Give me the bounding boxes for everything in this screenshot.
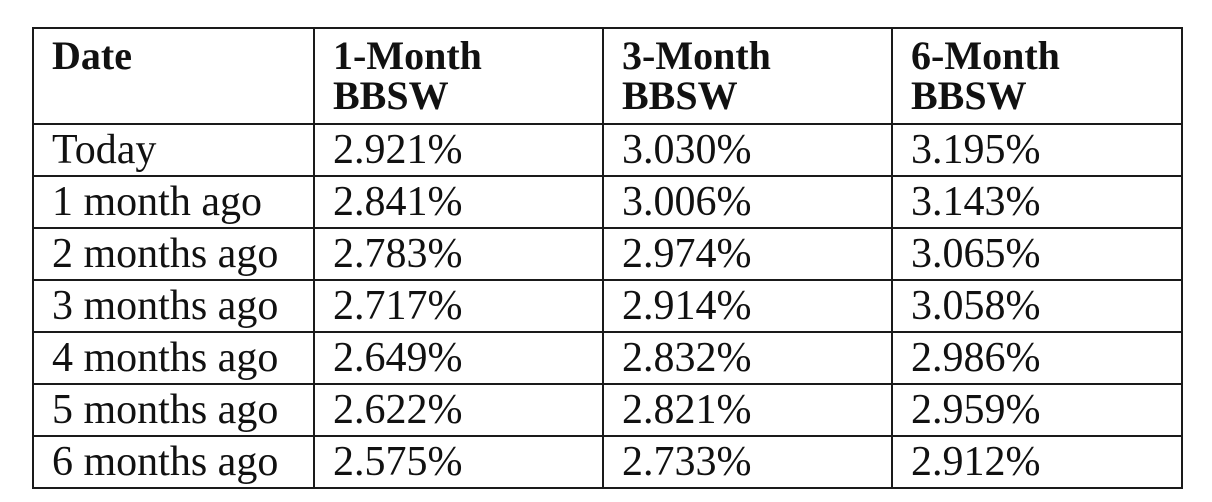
- header-1-month-bbsw: 1-Month BBSW: [313, 27, 604, 125]
- header-3-month-bbsw: 3-Month BBSW: [602, 27, 893, 125]
- rate-6-month-cell: 3.143%: [891, 175, 1183, 229]
- header-1-month-line1: 1-Month: [333, 33, 482, 78]
- rate-3-month-cell: 2.914%: [602, 279, 893, 333]
- date-cell: Today: [32, 123, 315, 177]
- header-row: Date 1-Month BBSW 3-Month BBSW 6-Month B…: [32, 27, 1183, 125]
- table-row: 2 months ago 2.783% 2.974% 3.065%: [32, 227, 1183, 281]
- rate-6-month-cell: 2.959%: [891, 383, 1183, 437]
- header-date: Date: [32, 27, 315, 125]
- table-row: 5 months ago 2.622% 2.821% 2.959%: [32, 383, 1183, 437]
- rate-1-month-cell: 2.717%: [313, 279, 604, 333]
- date-cell: 2 months ago: [32, 227, 315, 281]
- date-cell: 6 months ago: [32, 435, 315, 489]
- header-6-month-line2: BBSW: [911, 73, 1027, 118]
- date-cell: 1 month ago: [32, 175, 315, 229]
- rate-1-month-cell: 2.921%: [313, 123, 604, 177]
- rate-3-month-cell: 2.974%: [602, 227, 893, 281]
- rate-1-month-cell: 2.841%: [313, 175, 604, 229]
- rate-3-month-cell: 3.006%: [602, 175, 893, 229]
- header-1-month-line2: BBSW: [333, 73, 449, 118]
- rate-6-month-cell: 2.912%: [891, 435, 1183, 489]
- table-row: 3 months ago 2.717% 2.914% 3.058%: [32, 279, 1183, 333]
- rate-3-month-cell: 2.821%: [602, 383, 893, 437]
- header-6-month-line1: 6-Month: [911, 33, 1060, 78]
- date-cell: 3 months ago: [32, 279, 315, 333]
- rate-6-month-cell: 3.065%: [891, 227, 1183, 281]
- table-row: 4 months ago 2.649% 2.832% 2.986%: [32, 331, 1183, 385]
- header-3-month-line1: 3-Month: [622, 33, 771, 78]
- table-row: Today 2.921% 3.030% 3.195%: [32, 123, 1183, 177]
- rate-6-month-cell: 3.058%: [891, 279, 1183, 333]
- rate-3-month-cell: 2.733%: [602, 435, 893, 489]
- rate-1-month-cell: 2.622%: [313, 383, 604, 437]
- table-row: 6 months ago 2.575% 2.733% 2.912%: [32, 435, 1183, 489]
- header-3-month-line2: BBSW: [622, 73, 738, 118]
- rate-3-month-cell: 3.030%: [602, 123, 893, 177]
- rate-6-month-cell: 2.986%: [891, 331, 1183, 385]
- table-row: 1 month ago 2.841% 3.006% 3.143%: [32, 175, 1183, 229]
- rate-3-month-cell: 2.832%: [602, 331, 893, 385]
- header-date-line1: Date: [52, 33, 132, 78]
- rate-1-month-cell: 2.783%: [313, 227, 604, 281]
- header-6-month-bbsw: 6-Month BBSW: [891, 27, 1183, 125]
- rate-1-month-cell: 2.575%: [313, 435, 604, 489]
- rate-1-month-cell: 2.649%: [313, 331, 604, 385]
- date-cell: 4 months ago: [32, 331, 315, 385]
- date-cell: 5 months ago: [32, 383, 315, 437]
- bbsw-rates-table: Date 1-Month BBSW 3-Month BBSW 6-Month B…: [32, 27, 1183, 489]
- rate-6-month-cell: 3.195%: [891, 123, 1183, 177]
